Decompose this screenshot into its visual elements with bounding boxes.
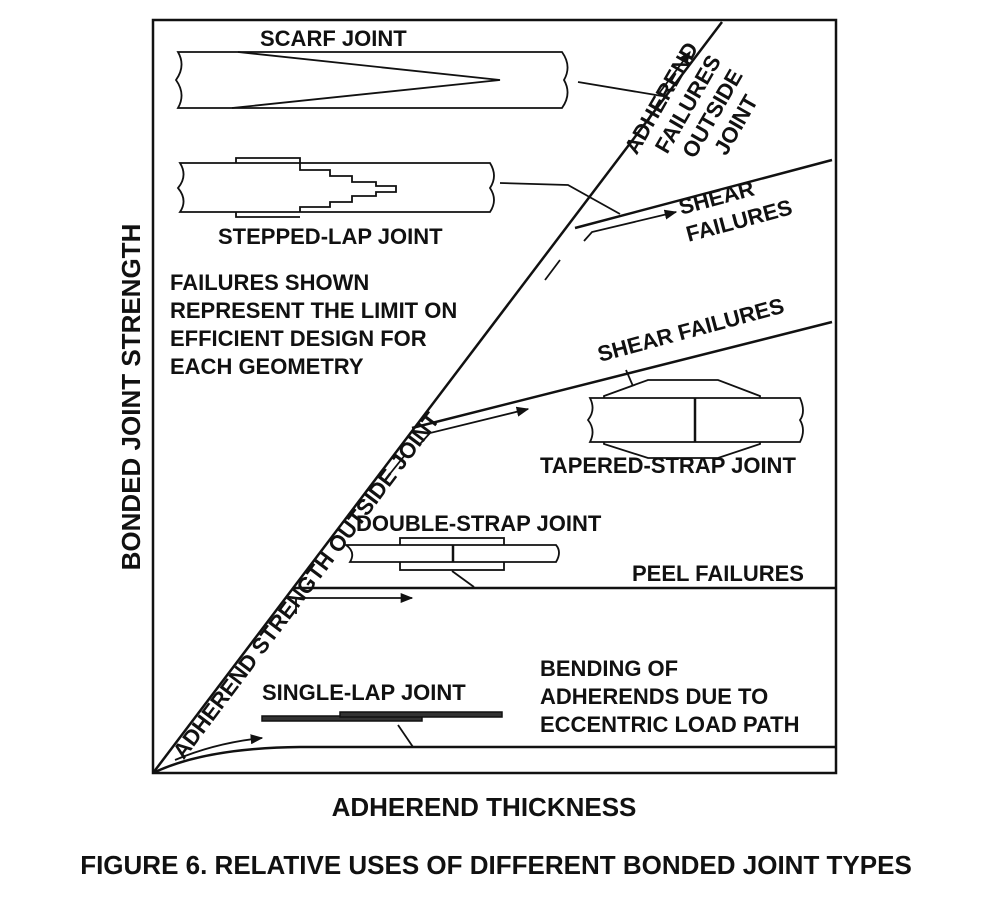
- scarf-joint-drawing: [174, 51, 569, 109]
- stepped-lap-joint-drawing: [176, 157, 495, 218]
- peel-failures-label: PEEL FAILURES: [632, 561, 804, 586]
- failures-note-line-4: EACH GEOMETRY: [170, 354, 364, 379]
- arrow-diagonal-mid: [384, 454, 406, 481]
- x-axis-label: ADHEREND THICKNESS: [332, 792, 637, 822]
- tapered-strap-joint-label: TAPERED-STRAP JOINT: [540, 453, 796, 478]
- failures-note-line-2: REPRESENT THE LIMIT ON: [170, 298, 457, 323]
- single-lap-curve: [152, 745, 836, 775]
- adherend-failures-label: ADHEREND FAILURES OUTSIDE JOINT: [619, 38, 763, 162]
- shear-failures-mid-label: SHEAR FAILURES: [595, 293, 787, 367]
- tapered-strap-joint-drawing: [586, 379, 804, 459]
- bending-label-line-2: ADHERENDS DUE TO: [540, 684, 768, 709]
- plot-frame: [151, 18, 838, 775]
- arrow-peel: [295, 592, 414, 614]
- arrow-shear-upper: [583, 209, 678, 242]
- leader-double: [451, 570, 475, 588]
- scarf-joint-label: SCARF JOINT: [260, 26, 407, 51]
- stepped-lap-joint-label: STEPPED-LAP JOINT: [218, 224, 443, 249]
- double-strap-joint-drawing: [343, 537, 560, 571]
- double-strap-joint-label: DOUBLE-STRAP JOINT: [356, 511, 602, 536]
- leader-stepped: [499, 182, 621, 215]
- arrow-diagonal-upper: [659, 50, 691, 93]
- adherend-strength-label: ADHEREND STRENGTH OUTSIDE JOINT: [168, 407, 445, 763]
- y-axis-label: BONDED JOINT STRENGTH: [116, 224, 146, 571]
- bending-label-line-3: ECCENTRIC LOAD PATH: [540, 712, 800, 737]
- leader-single: [397, 724, 414, 748]
- failures-note-line-1: FAILURES SHOWN: [170, 270, 369, 295]
- shear-failure-mid-line: [411, 320, 833, 430]
- shear-failure-upper-line: [574, 158, 833, 230]
- failures-note-line-3: EFFICIENT DESIGN FOR: [170, 326, 427, 351]
- arrow-diagonal-low: [544, 259, 561, 281]
- shear-failures-upper-label: SHEAR FAILURES: [676, 176, 795, 247]
- figure-caption: FIGURE 6. RELATIVE USES OF DIFFERENT BON…: [80, 850, 912, 880]
- leader-scarf: [577, 81, 663, 97]
- single-lap-joint-drawing: [261, 711, 503, 722]
- adherend-strength-line: [152, 21, 723, 774]
- single-lap-joint-label: SINGLE-LAP JOINT: [262, 680, 466, 705]
- arrow-shear-mid: [419, 406, 530, 445]
- bending-label-line-1: BENDING OF: [540, 656, 678, 681]
- arrow-single-lap: [174, 734, 264, 761]
